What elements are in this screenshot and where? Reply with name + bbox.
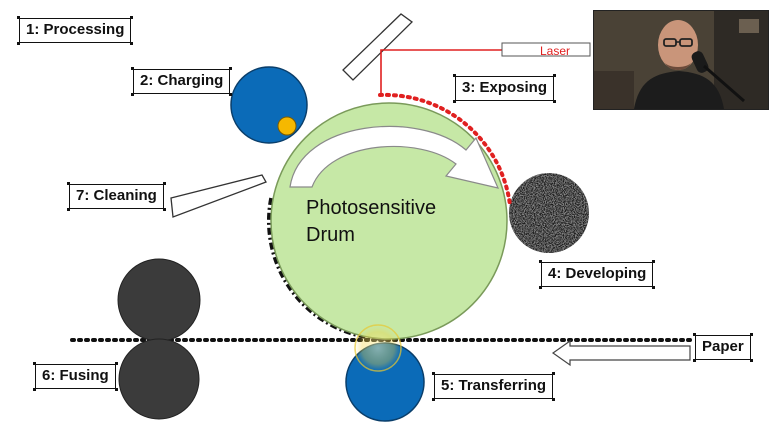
laser-label: Laser	[540, 44, 570, 58]
fuser-roller-top	[117, 258, 201, 342]
label-corner-mark	[131, 67, 134, 70]
charge-dot	[277, 116, 297, 136]
laser-emitter	[501, 42, 591, 57]
label-corner-mark	[229, 93, 233, 96]
paper-feed-arrow	[551, 339, 691, 367]
label-corner-mark	[432, 398, 435, 401]
label-cleaning: 7: Cleaning	[67, 182, 166, 211]
label-fusing: 6: Fusing	[33, 362, 118, 391]
drum-label-line2: Drum	[306, 224, 355, 246]
webcam-presenter-video	[593, 10, 769, 110]
label-corner-mark	[131, 93, 134, 96]
label-corner-mark	[229, 67, 233, 70]
presenter-figure	[594, 11, 768, 109]
label-transferring: 5: Transferring	[432, 372, 556, 401]
charging-roller	[230, 66, 308, 144]
label-exposing-text: 3: Exposing	[462, 79, 548, 96]
fuser-roller-bottom	[118, 338, 200, 420]
label-corner-mark	[130, 42, 134, 45]
label-corner-mark	[749, 359, 753, 362]
label-exposing: 3: Exposing	[453, 74, 557, 103]
cleaning-blade	[170, 174, 267, 218]
drum-label-line1: Photosensitive	[306, 197, 436, 219]
label-corner-mark	[33, 388, 36, 391]
laser-beam	[380, 49, 502, 95]
developer-roller	[509, 173, 589, 253]
label-cleaning-text: 7: Cleaning	[76, 187, 157, 204]
label-corner-mark	[539, 286, 542, 289]
label-corner-mark	[552, 372, 556, 375]
label-processing-text: 1: Processing	[26, 21, 125, 38]
label-corner-mark	[453, 74, 456, 77]
label-corner-mark	[553, 74, 557, 77]
label-corner-mark	[67, 208, 70, 211]
label-corner-mark	[432, 372, 435, 375]
label-corner-mark	[162, 182, 166, 185]
label-corner-mark	[17, 42, 20, 45]
label-corner-mark	[652, 286, 656, 289]
label-corner-mark	[539, 260, 542, 263]
label-charging-text: 2: Charging	[140, 72, 224, 89]
label-corner-mark	[453, 100, 456, 103]
laser-mirror	[342, 13, 414, 81]
label-developing: 4: Developing	[539, 260, 656, 289]
label-corner-mark	[693, 333, 696, 336]
label-corner-mark	[553, 100, 557, 103]
label-corner-mark	[130, 16, 134, 19]
label-corner-mark	[552, 398, 556, 401]
label-corner-mark	[693, 359, 696, 362]
label-fusing-text: 6: Fusing	[42, 367, 109, 384]
label-corner-mark	[17, 16, 20, 19]
label-transferring-text: 5: Transferring	[441, 377, 547, 394]
transfer-glow	[354, 324, 402, 372]
label-corner-mark	[652, 260, 656, 263]
label-corner-mark	[33, 362, 36, 365]
label-developing-text: 4: Developing	[548, 265, 647, 282]
rotation-arrow	[289, 125, 500, 189]
label-charging: 2: Charging	[131, 67, 233, 96]
label-corner-mark	[749, 333, 753, 336]
label-paper: Paper	[693, 333, 753, 362]
label-corner-mark	[114, 362, 118, 365]
exposure-arc	[378, 92, 512, 207]
label-processing: 1: Processing	[17, 16, 134, 45]
label-corner-mark	[67, 182, 70, 185]
label-corner-mark	[114, 388, 118, 391]
label-paper-text: Paper	[702, 338, 744, 355]
label-corner-mark	[162, 208, 166, 211]
